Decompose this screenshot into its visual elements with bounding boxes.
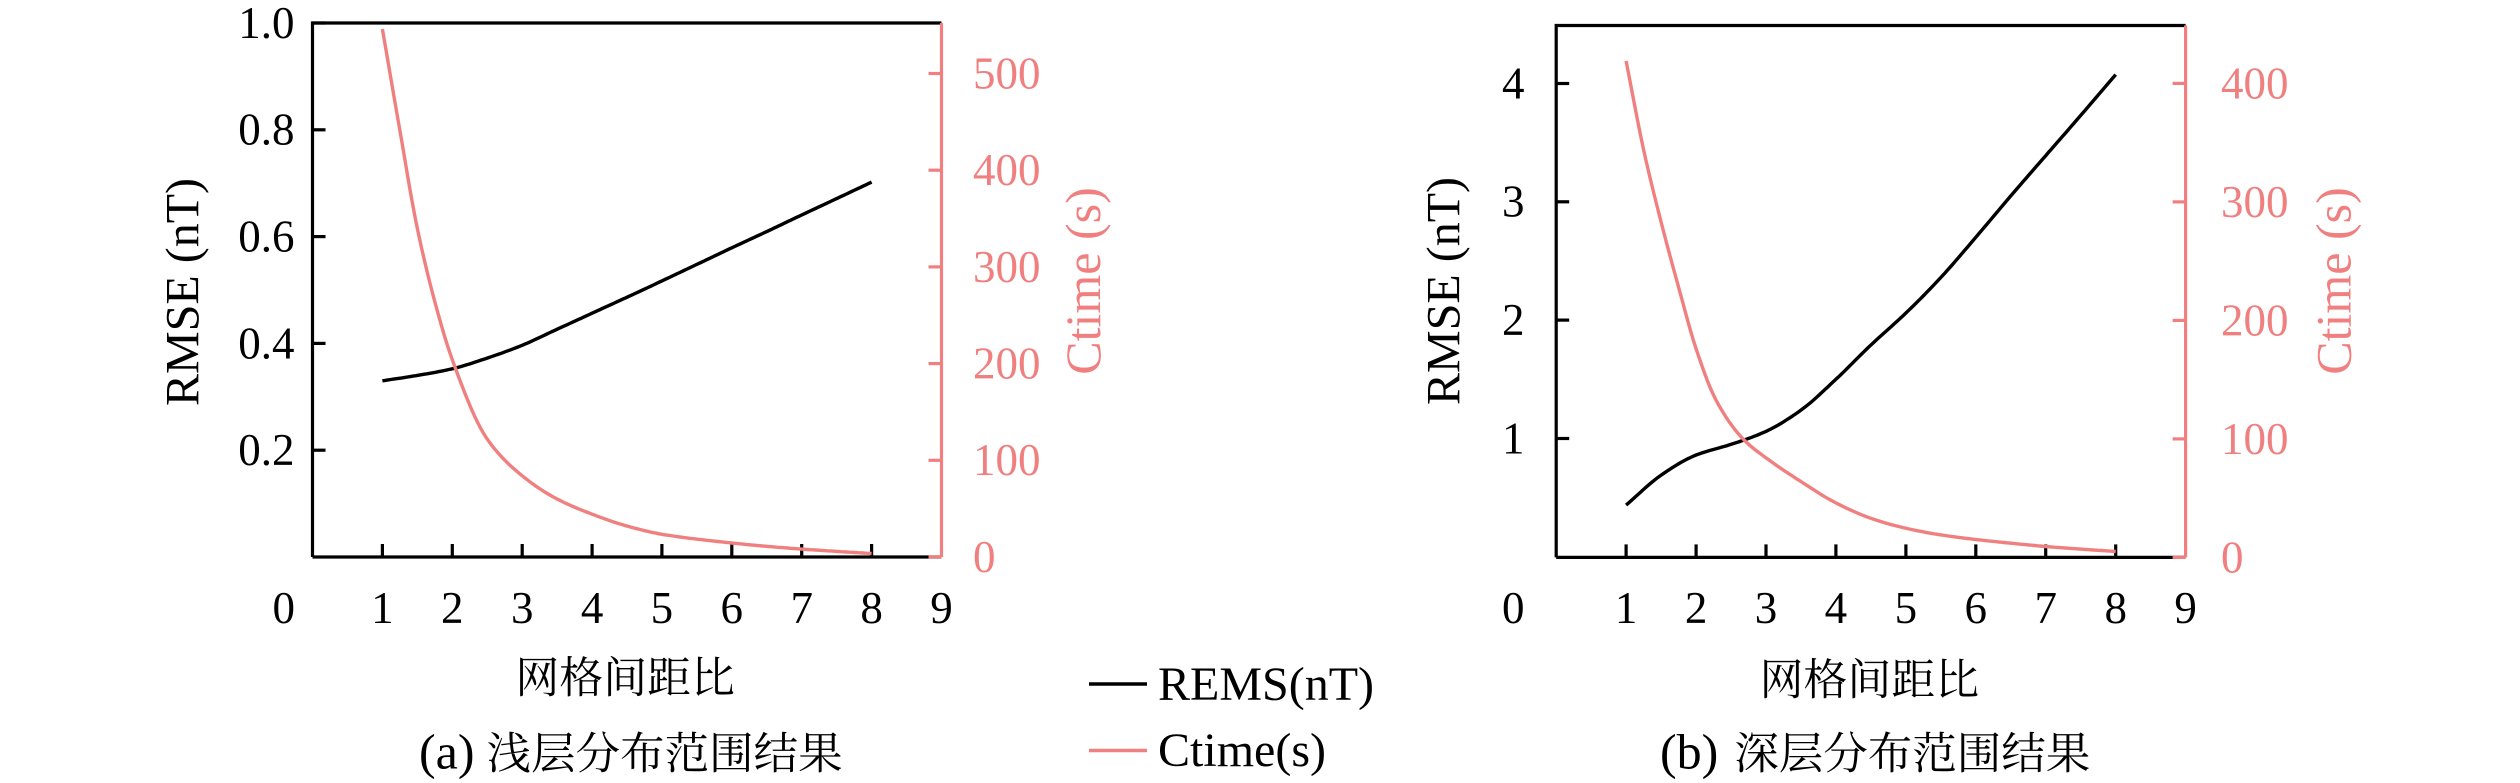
- svg-text:(b): (b): [1660, 724, 1718, 780]
- svg-text:0: 0: [2221, 532, 2244, 582]
- svg-text:4: 4: [581, 583, 604, 633]
- svg-text:6: 6: [1965, 583, 1988, 633]
- svg-text:1: 1: [1615, 583, 1638, 633]
- svg-text:3: 3: [1755, 583, 1778, 633]
- svg-text:1.0: 1.0: [238, 0, 294, 48]
- svg-text:REMS(nT): REMS(nT): [1158, 658, 1374, 711]
- svg-text:RMSE (nT): RMSE (nT): [156, 178, 209, 406]
- svg-text:Ctime (s): Ctime (s): [2306, 187, 2362, 374]
- svg-text:RMSE (nT): RMSE (nT): [1417, 177, 1470, 405]
- svg-text:0.8: 0.8: [238, 105, 294, 155]
- svg-text:0.4: 0.4: [238, 318, 294, 368]
- svg-text:1: 1: [1502, 413, 1525, 463]
- svg-text:300: 300: [973, 242, 1041, 292]
- svg-text:8: 8: [2104, 583, 2127, 633]
- svg-text:(a): (a): [419, 724, 475, 780]
- svg-text:6: 6: [721, 583, 744, 633]
- svg-text:0.2: 0.2: [238, 425, 294, 475]
- svg-text:400: 400: [973, 145, 1041, 195]
- svg-text:4: 4: [1502, 58, 1525, 108]
- svg-text:3: 3: [511, 583, 534, 633]
- svg-text:Ctime (s): Ctime (s): [1055, 187, 1111, 374]
- svg-text:300: 300: [2221, 177, 2289, 227]
- svg-text:0: 0: [273, 583, 296, 633]
- svg-text:2: 2: [441, 583, 464, 633]
- svg-text:0.6: 0.6: [238, 212, 294, 262]
- svg-text:200: 200: [2221, 295, 2289, 345]
- svg-text:0: 0: [973, 532, 996, 582]
- svg-text:8: 8: [860, 583, 883, 633]
- svg-text:5: 5: [651, 583, 674, 633]
- svg-text:1: 1: [371, 583, 394, 633]
- svg-text:7: 7: [2034, 583, 2057, 633]
- svg-text:Ctime(s): Ctime(s): [1158, 724, 1326, 777]
- svg-text:3: 3: [1502, 177, 1525, 227]
- svg-text:9: 9: [930, 583, 953, 633]
- svg-text:0: 0: [1502, 583, 1525, 633]
- svg-text:200: 200: [973, 339, 1041, 389]
- svg-text:9: 9: [2174, 583, 2197, 633]
- svg-text:500: 500: [973, 48, 1041, 98]
- svg-text:400: 400: [2221, 58, 2289, 108]
- svg-text:2: 2: [1685, 583, 1708, 633]
- svg-text:100: 100: [973, 435, 1041, 485]
- svg-text:5: 5: [1895, 583, 1918, 633]
- svg-text:7: 7: [790, 583, 813, 633]
- svg-text:2: 2: [1502, 295, 1525, 345]
- svg-text:100: 100: [2221, 414, 2289, 464]
- svg-text:4: 4: [1825, 583, 1848, 633]
